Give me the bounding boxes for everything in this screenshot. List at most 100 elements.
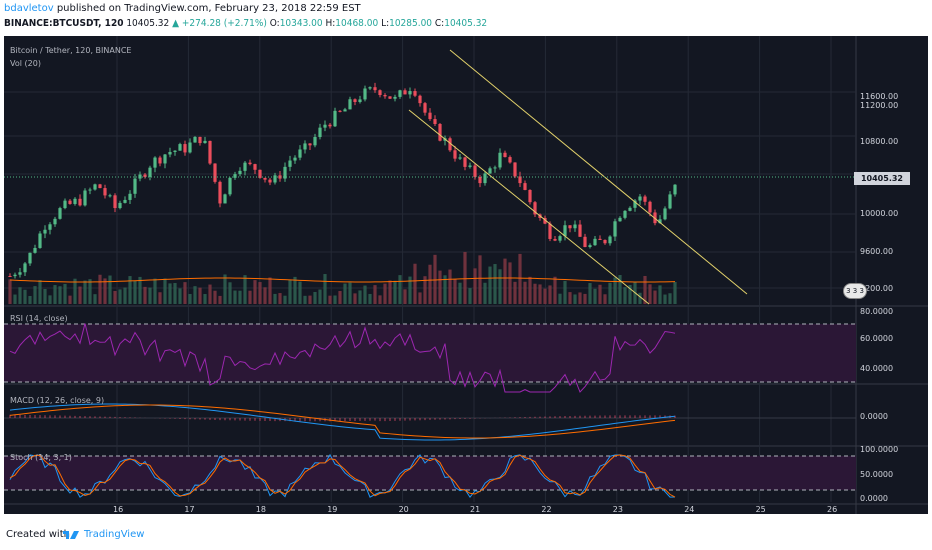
rsi-band — [4, 324, 856, 382]
candle-body — [523, 183, 527, 190]
candle-body — [238, 170, 242, 175]
candle-body — [123, 199, 127, 203]
volume-bar — [68, 295, 72, 304]
candle-body — [423, 103, 427, 113]
last-price: 10405.32 — [126, 18, 170, 29]
candle-body — [88, 189, 92, 191]
volume-bar — [8, 279, 12, 304]
candle-body — [48, 224, 52, 230]
volume-bar — [273, 293, 277, 304]
stoch-label[interactable]: Stoch (14, 3, 1) — [10, 453, 72, 462]
footer: Created with TradingView — [0, 518, 932, 550]
candle-body — [663, 208, 667, 220]
candle-body — [263, 177, 267, 180]
volume-bar — [18, 287, 22, 304]
volume-bar — [318, 289, 322, 304]
candle-body — [243, 162, 247, 171]
volume-bar — [58, 286, 62, 304]
symbol-label: BINANCE:BTCUSDT, 120 — [4, 18, 124, 29]
volume-bar — [33, 286, 37, 304]
candle-body — [318, 127, 322, 138]
volume-bar — [503, 258, 507, 304]
volume-bar — [303, 295, 307, 304]
volume-bar — [203, 294, 207, 304]
volume-bar — [248, 290, 252, 304]
rsi-label[interactable]: RSI (14, close) — [10, 314, 68, 323]
volume-ma-line — [9, 277, 676, 283]
volume-bar — [108, 275, 112, 304]
volume-bar — [148, 287, 152, 304]
close-value: 10405.32 — [444, 18, 488, 29]
volume-bar — [268, 277, 272, 304]
candle-body — [193, 136, 197, 143]
macd-signal-line — [9, 404, 676, 439]
volume-bar — [118, 289, 122, 304]
author-link[interactable]: bdavletov — [4, 3, 54, 14]
volume-bar — [393, 280, 397, 304]
volume-bar — [593, 288, 597, 304]
volume-bar — [443, 275, 447, 304]
volume-bar — [348, 282, 352, 304]
candle-body — [78, 198, 82, 206]
volume-bar — [583, 293, 587, 304]
volume-bar — [228, 282, 232, 304]
macd-label[interactable]: MACD (12, 26, close, 9) — [10, 396, 105, 405]
candle-body — [103, 188, 107, 196]
volume-bar — [253, 280, 257, 304]
volume-bar — [73, 278, 77, 304]
time-tick: 25 — [755, 505, 766, 514]
rsi-tick: 60.0000 — [860, 334, 894, 343]
candle-body — [218, 181, 222, 204]
volume-bar — [238, 290, 242, 304]
chart-canvas[interactable] — [4, 36, 928, 514]
candle-body — [288, 160, 292, 167]
candle-body — [128, 193, 132, 200]
candle-body — [408, 91, 412, 95]
candle-body — [183, 144, 187, 153]
rsi-tick: 80.0000 — [860, 307, 894, 316]
volume-bar — [163, 278, 167, 304]
volume-bar — [173, 283, 177, 304]
candle-body — [483, 173, 487, 184]
price-tick: 9600.00 — [860, 247, 894, 256]
volume-bar — [438, 270, 442, 304]
stoch-tick: 50.0000 — [860, 470, 894, 479]
volume-bar — [648, 284, 652, 304]
volume-bar — [338, 291, 342, 304]
candle-body — [168, 151, 172, 155]
events-badge[interactable]: 3 3 3 — [843, 283, 867, 299]
candle-body — [398, 90, 402, 97]
published-text: published on TradingView.com, February 2… — [56, 3, 361, 14]
volume-bar — [498, 269, 502, 304]
volume-bar — [453, 278, 457, 304]
candle-body — [223, 194, 227, 204]
tradingview-brand-link[interactable]: TradingView — [84, 529, 145, 540]
volume-bar — [88, 279, 92, 304]
volume-bar — [193, 286, 197, 304]
candle-body — [533, 202, 537, 215]
volume-bar — [493, 264, 497, 304]
chart-area[interactable] — [4, 36, 928, 514]
volume-bar — [313, 291, 317, 304]
time-tick: 26 — [827, 505, 838, 514]
time-tick: 20 — [398, 505, 409, 514]
candle-body — [613, 221, 617, 237]
volume-bar — [38, 280, 42, 304]
volume-bar — [528, 276, 532, 304]
candle-body — [13, 274, 17, 277]
open-label: O: — [269, 18, 280, 29]
volume-bar — [233, 290, 237, 304]
candle-body — [308, 143, 312, 146]
candle-body — [508, 157, 512, 163]
price-tick: 11200.00 — [860, 101, 899, 110]
price-tick: 10800.00 — [860, 137, 899, 146]
candle-body — [513, 162, 517, 177]
channel-lower-line — [408, 109, 650, 305]
volume-bar — [673, 281, 677, 304]
candle-body — [348, 99, 352, 110]
time-tick: 18 — [255, 505, 266, 514]
volume-bar — [133, 280, 137, 304]
volume-bar — [143, 286, 147, 304]
candle-body — [113, 195, 117, 209]
candle-body — [303, 143, 307, 150]
